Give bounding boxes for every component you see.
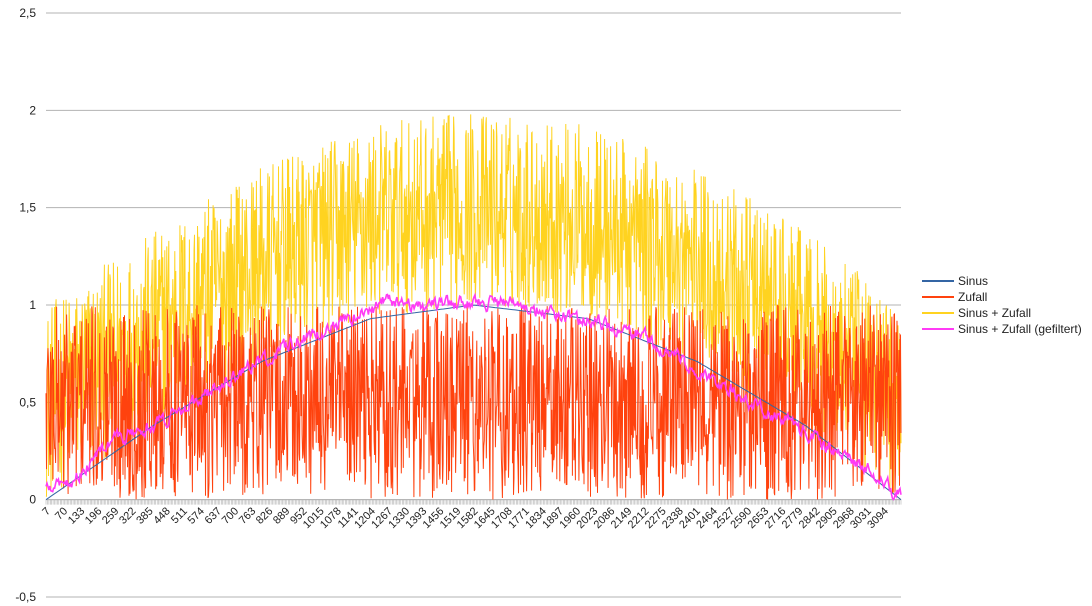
legend-label-zufall: Zufall — [958, 290, 987, 304]
y-tick-label-3: 1 — [29, 298, 36, 312]
legend-item-sinus-zufall: Sinus + Zufall — [922, 306, 1031, 320]
series-line-sinus — [45, 304, 902, 501]
legend: Sinus Zufall Sinus + Zufall Sinus + Zufa… — [922, 274, 1082, 336]
series-line-sinus-zufall-gefiltert — [45, 292, 902, 501]
legend-label-sinus-zufall-gefiltert: Sinus + Zufall (gefiltert) — [958, 322, 1082, 336]
legend-item-zufall: Zufall — [922, 290, 987, 304]
legend-item-sinus-zufall-gefiltert: Sinus + Zufall (gefiltert) — [922, 322, 1082, 336]
y-tick-label-4: 1,5 — [19, 201, 36, 215]
legend-label-sinus: Sinus — [958, 274, 988, 288]
x-tick-label-0: 7 — [40, 505, 53, 518]
legend-item-sinus: Sinus — [922, 274, 988, 288]
series-lines — [45, 114, 902, 501]
x-axis: 7 701331962593223854485115746377007638268… — [40, 499, 902, 531]
y-tick-label-6: 2,5 — [19, 6, 36, 20]
legend-label-sinus-zufall: Sinus + Zufall — [958, 306, 1031, 320]
series-line-zufall — [45, 304, 902, 500]
y-axis-tick-labels: -0,5 0 0,5 1 1,5 2 2,5 — [15, 6, 36, 604]
series-line-sinus-zufall — [45, 114, 902, 498]
y-tick-label-1: 0 — [29, 493, 36, 507]
y-tick-label-0: -0,5 — [15, 590, 36, 604]
y-tick-label-2: 0,5 — [19, 395, 36, 409]
y-tick-label-5: 2 — [29, 103, 36, 117]
x-axis-minor-ticks — [45, 499, 902, 505]
